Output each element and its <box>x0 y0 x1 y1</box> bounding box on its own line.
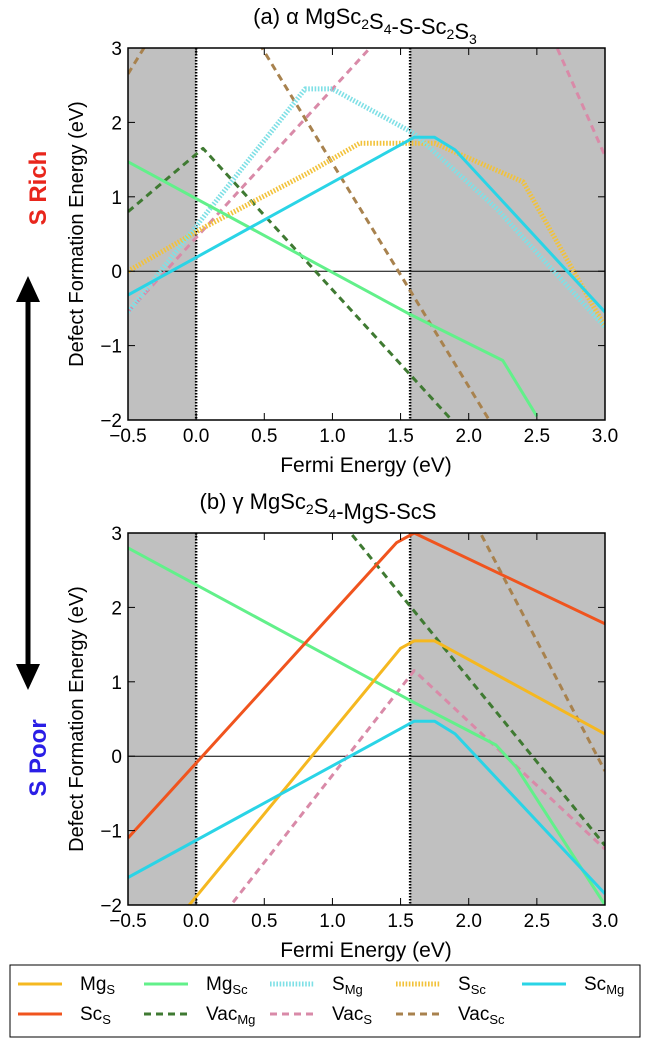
legend-label: ScS <box>80 1004 111 1027</box>
legend-label: MgS <box>80 974 115 997</box>
x-tick-label: 1.0 <box>319 426 345 447</box>
x-tick-label: −0.5 <box>109 911 147 932</box>
series-line-s-mg <box>128 86 605 329</box>
series-line-mg-s <box>187 639 605 905</box>
legend-label: VacMg <box>206 1004 255 1027</box>
legend-label: SMg <box>332 974 363 997</box>
panel-b: (b) γ MgSc2S4-MgS-ScS −0.5 0.0 0.5 1.0 1.5 2.… <box>66 489 618 962</box>
legend-label: ScMg <box>584 974 624 997</box>
plot-frame-b <box>127 532 606 906</box>
legend-item-s-sc: SSc <box>396 974 486 997</box>
x-tick-label: 1.5 <box>387 426 413 447</box>
x-tick-label: 0.0 <box>183 426 209 447</box>
legend-item-vac-mg: VacMg <box>144 1004 255 1027</box>
legend-item-mg-s: MgS <box>18 974 115 997</box>
series-line-vac-sc <box>128 48 491 420</box>
legend-box <box>9 964 641 1038</box>
y-tick-label: 0 <box>111 747 122 768</box>
x-tick-label: 1.0 <box>319 911 345 932</box>
y-tick-label: −1 <box>100 337 122 358</box>
legend: MgS MgSc SMg SSc ScMg ScS VacMg VacS VacSc <box>9 964 641 1038</box>
x-tick-label: 2.5 <box>524 911 550 932</box>
panel-a: (a) α MgSc2S4-S-Sc2S3 −0.5 0.0 0.5 1.0 1.5 2.… <box>66 4 618 477</box>
y-tick-label: −1 <box>100 822 122 843</box>
x-tick-label: 0.5 <box>251 911 277 932</box>
legend-label: MgSc <box>206 974 248 997</box>
shaded-region <box>410 48 605 420</box>
y-tick-label: −2 <box>100 411 122 432</box>
series-line-s-sc <box>128 140 605 329</box>
legend-item-vac-sc: VacSc <box>396 1004 505 1027</box>
double-arrow-icon <box>16 276 40 690</box>
panel-a-title: (a) α MgSc2S4-S-Sc2S3 <box>253 4 477 47</box>
s-poor-label: S Poor <box>25 719 52 796</box>
y-tick-label: 2 <box>111 598 122 619</box>
y-axis-label-b: Defect Formation Energy (eV) <box>66 586 88 852</box>
shaded-region <box>128 48 197 420</box>
y-tick-label: 3 <box>111 39 122 60</box>
y-axis-label-a: Defect Formation Energy (eV) <box>66 101 88 367</box>
series-line-sc-s <box>128 533 605 840</box>
panel-b-title: (b) γ MgSc2S4-MgS-ScS <box>200 489 437 524</box>
y-tick-label: 1 <box>111 188 122 209</box>
series-line-vac-s <box>128 48 605 314</box>
series-line-sc-mg <box>128 719 605 895</box>
series-line-mg-sc <box>128 546 605 905</box>
series-line-mg-sc <box>128 160 539 418</box>
y-tick-label: 2 <box>111 113 122 134</box>
x-tick-label: 0.5 <box>251 426 277 447</box>
x-tick-label: 2.0 <box>456 426 482 447</box>
legend-item-vac-s: VacS <box>270 1004 372 1027</box>
series-line-vac-mg <box>348 533 605 847</box>
y-tick-label: 0 <box>111 262 122 283</box>
x-axis-label-b: Fermi Energy (eV) <box>280 939 452 962</box>
x-tick-label: −0.5 <box>109 426 147 447</box>
s-rich-label: S Rich <box>25 151 52 226</box>
series-line-sc-mg <box>128 135 605 314</box>
y-tick-label: 3 <box>111 524 122 545</box>
series-line-vac-s <box>229 669 605 905</box>
y-tick-label: −2 <box>100 896 122 917</box>
x-tick-label: 3.0 <box>592 426 618 447</box>
x-tick-label: 1.5 <box>387 911 413 932</box>
x-axis-label-a: Fermi Energy (eV) <box>280 454 452 477</box>
series-line-vac-mg <box>128 146 454 420</box>
x-tick-label: 2.0 <box>456 911 482 932</box>
legend-item-sc-mg: ScMg <box>522 974 624 997</box>
legend-label: VacS <box>332 1004 372 1027</box>
legend-item-sc-s: ScS <box>18 1004 111 1027</box>
plot-frame-a <box>127 47 606 421</box>
legend-item-mg-sc: MgSc <box>144 974 248 997</box>
y-tick-label: 1 <box>111 673 122 694</box>
legend-label: VacSc <box>458 1004 505 1027</box>
legend-item-s-mg: SMg <box>270 974 363 997</box>
shaded-region <box>128 533 197 905</box>
legend-label: SSc <box>458 974 486 997</box>
x-tick-label: 3.0 <box>592 911 618 932</box>
x-tick-label: 2.5 <box>524 426 550 447</box>
x-tick-label: 0.0 <box>183 911 209 932</box>
